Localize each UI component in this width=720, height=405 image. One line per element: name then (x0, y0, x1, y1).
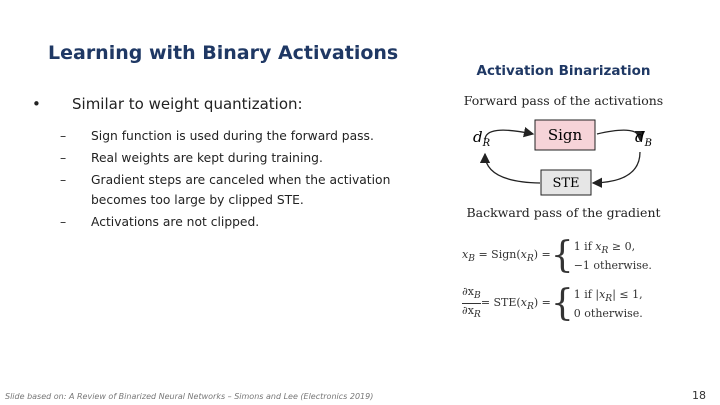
arrow (484, 127, 535, 141)
arrow (479, 152, 541, 184)
footer: Slide based on: A Review of Binarized Ne… (5, 392, 374, 401)
bullet: • Similar to weight quantization: (32, 95, 303, 113)
arrow (591, 151, 641, 189)
sign-box (534, 119, 596, 151)
backward-op: STE (552, 176, 579, 191)
binarization-diagram: Sign STE dR dB (473, 119, 652, 196)
text: R (526, 300, 534, 312)
text: R (605, 292, 613, 304)
text: ∂x (462, 285, 474, 298)
sub-bullet: Activations are not clipped. (60, 211, 420, 233)
text: R (473, 309, 481, 321)
sub-bullet: Real weights are kept during training. (60, 147, 420, 169)
arrow (596, 129, 646, 142)
sub-bullets: Sign function is used during the forward… (60, 125, 420, 233)
text: B (468, 253, 475, 265)
text: d (635, 128, 645, 146)
text: 1 if (573, 239, 596, 253)
page-number: 18 (692, 389, 706, 402)
equation: ∂xB ∂xR = STE(xR) = { 1 if |xR| ≤ 1, 0 ot… (462, 282, 643, 324)
output-var: dB (635, 128, 652, 149)
text: x (520, 295, 527, 309)
text: −1 otherwise. (573, 259, 652, 273)
text: 1 if | (573, 287, 600, 301)
forward-op: Sign (548, 126, 583, 144)
backward-caption: Backward pass of the gradient (466, 205, 661, 220)
text: = Sign( (474, 247, 521, 261)
input-var: dR (473, 128, 491, 149)
text: ≥ 0, (608, 239, 636, 253)
text: x (595, 239, 602, 253)
slide-title: Learning with Binary Activations (48, 42, 399, 64)
text: 0 otherwise. (573, 306, 643, 320)
text: B (644, 138, 652, 149)
equation: xB = Sign(xR) = { 1 if xR ≥ 0, −1 otherwi… (462, 235, 652, 276)
text: x (520, 247, 527, 261)
text: R (601, 245, 609, 257)
figure-title: Activation Binarization (476, 63, 651, 79)
text: x (462, 247, 469, 261)
text: ) = (533, 247, 551, 261)
text: | ≤ 1, (612, 287, 643, 301)
forward-caption: Forward pass of the activations (463, 93, 664, 108)
ste-box (540, 169, 592, 196)
text: ∂x (462, 304, 474, 318)
sub-bullet: Gradient steps are canceled when the act… (60, 169, 420, 211)
text: B (473, 290, 481, 302)
text: R (526, 253, 534, 265)
bullet-text: Similar to weight quantization: (72, 95, 303, 113)
text: = STE( (480, 295, 521, 309)
sub-bullet: Sign function is used during the forward… (60, 125, 420, 147)
text: d (473, 128, 483, 146)
text: x (599, 287, 606, 301)
text: R (482, 138, 491, 149)
text: ) = (533, 295, 551, 309)
